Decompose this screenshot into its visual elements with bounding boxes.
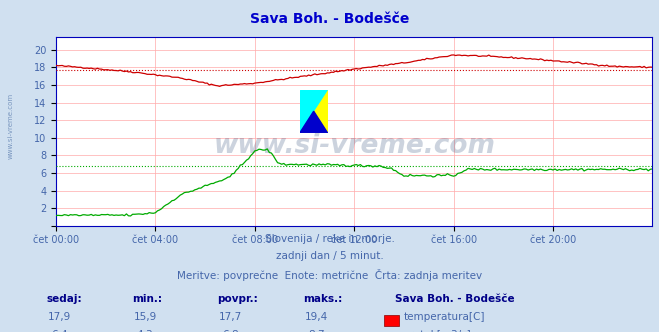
Text: temperatura[C]: temperatura[C] [403, 312, 485, 322]
Text: 6,8: 6,8 [222, 330, 239, 332]
Polygon shape [300, 90, 328, 133]
Text: Sava Boh. - Bodešče: Sava Boh. - Bodešče [250, 12, 409, 26]
Text: pretok[m3/s]: pretok[m3/s] [403, 330, 471, 332]
Text: maks.:: maks.: [303, 294, 343, 304]
Text: Sava Boh. - Bodešče: Sava Boh. - Bodešče [395, 294, 515, 304]
Text: sedaj:: sedaj: [46, 294, 82, 304]
Text: 8,7: 8,7 [308, 330, 325, 332]
Polygon shape [300, 90, 328, 133]
Text: 19,4: 19,4 [304, 312, 328, 322]
Text: www.si-vreme.com: www.si-vreme.com [214, 133, 495, 159]
Text: povpr.:: povpr.: [217, 294, 258, 304]
Text: Slovenija / reke in morje.: Slovenija / reke in morje. [264, 234, 395, 244]
Polygon shape [300, 111, 328, 133]
Text: Meritve: povprečne  Enote: metrične  Črta: zadnja meritev: Meritve: povprečne Enote: metrične Črta:… [177, 269, 482, 281]
Text: 17,9: 17,9 [47, 312, 71, 322]
Text: www.si-vreme.com: www.si-vreme.com [8, 93, 14, 159]
Text: zadnji dan / 5 minut.: zadnji dan / 5 minut. [275, 251, 384, 261]
Text: 17,7: 17,7 [219, 312, 243, 322]
Text: 15,9: 15,9 [133, 312, 157, 322]
Text: min.:: min.: [132, 294, 162, 304]
Text: 4,3: 4,3 [136, 330, 154, 332]
Text: 6,4: 6,4 [51, 330, 68, 332]
